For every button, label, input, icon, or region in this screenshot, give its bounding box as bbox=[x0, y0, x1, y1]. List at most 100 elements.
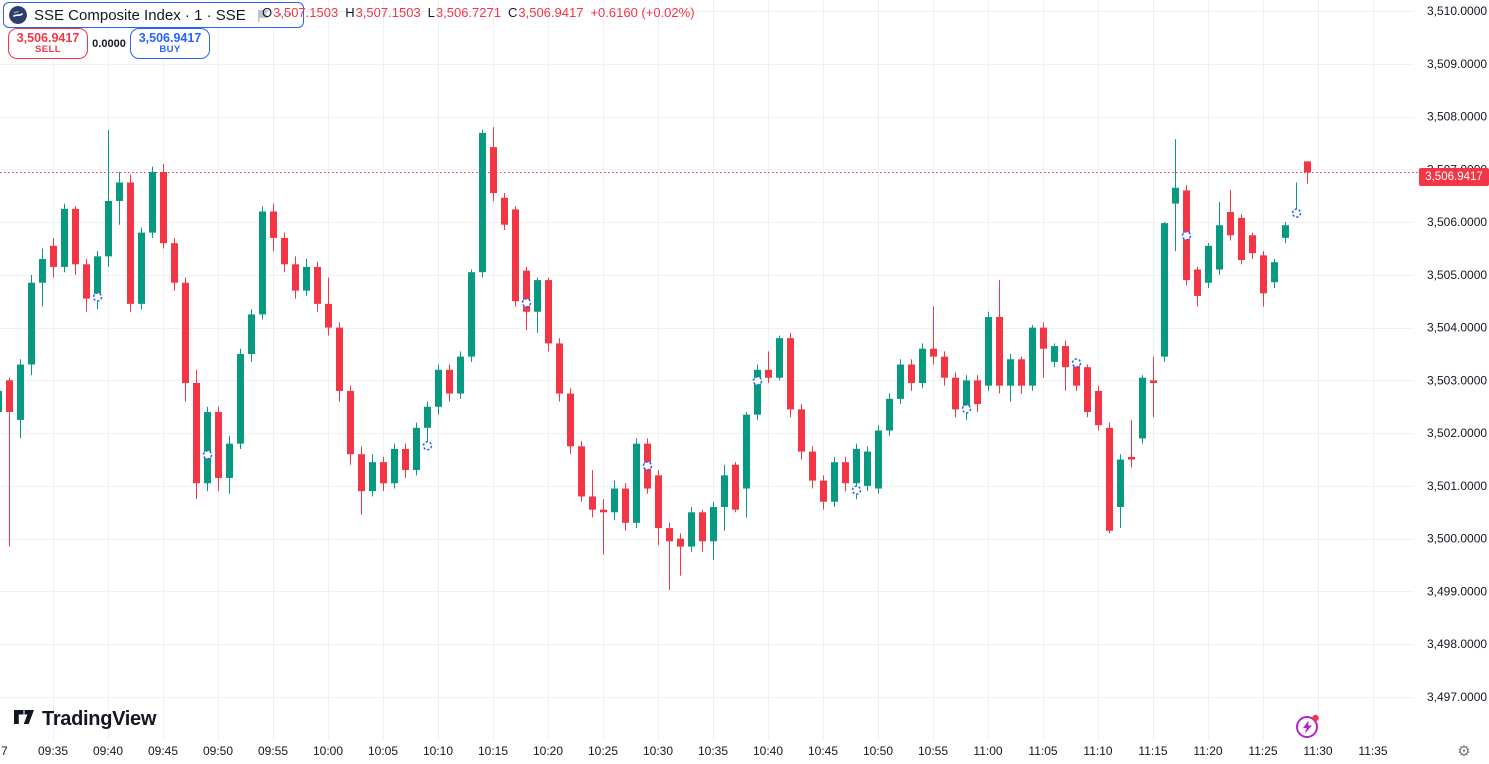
time-axis-label: 10:55 bbox=[918, 744, 948, 758]
time-axis-label: 10:15 bbox=[478, 744, 508, 758]
order-marker-icon[interactable] bbox=[961, 404, 972, 414]
candle-body bbox=[105, 200, 112, 257]
candle-body bbox=[633, 443, 640, 523]
order-marker-icon[interactable] bbox=[521, 298, 532, 308]
candle-body bbox=[94, 256, 101, 299]
candle-body bbox=[754, 369, 761, 415]
candle-body bbox=[886, 398, 893, 431]
sell-button[interactable]: 3,506.9417 SELL bbox=[8, 28, 88, 59]
order-marker-icon[interactable] bbox=[1291, 208, 1302, 218]
time-axis-label: 10:30 bbox=[643, 744, 673, 758]
order-markers-layer bbox=[92, 208, 1302, 495]
candle-body bbox=[1227, 212, 1234, 236]
price-axis[interactable]: 3,510.00003,509.00003,508.00003,507.0000… bbox=[1427, 4, 1487, 704]
candle-body bbox=[193, 383, 200, 484]
candle-body bbox=[1007, 359, 1014, 386]
low-label: L bbox=[427, 5, 435, 20]
candle-body bbox=[1062, 346, 1069, 368]
candle-body bbox=[270, 211, 277, 238]
buy-button[interactable]: 3,506.9417 BUY bbox=[130, 28, 210, 59]
candle-body bbox=[1040, 327, 1047, 349]
candle-body bbox=[61, 208, 68, 267]
candle-body bbox=[1282, 225, 1289, 238]
close-label: C bbox=[507, 5, 518, 20]
candle-body bbox=[710, 507, 717, 542]
candle-body bbox=[171, 243, 178, 283]
price-axis-label: 3,503.0000 bbox=[1427, 373, 1487, 387]
candle-body bbox=[479, 132, 486, 273]
tradingview-watermark[interactable]: TradingView bbox=[12, 706, 156, 733]
time-axis[interactable]: 7 09:35 09:40 09:45 09:50 09:55 10:00 10:05 10:1… bbox=[1, 744, 1388, 758]
candle-body bbox=[578, 446, 585, 497]
more-options-icon[interactable]: ••• bbox=[278, 10, 294, 19]
time-axis-label: 10:50 bbox=[863, 744, 893, 758]
order-marker-icon[interactable] bbox=[422, 441, 433, 451]
candle-body bbox=[699, 512, 706, 542]
candle-body bbox=[1117, 459, 1124, 508]
time-axis-label: 09:50 bbox=[203, 744, 233, 758]
candle-body bbox=[391, 448, 398, 484]
order-marker-icon[interactable] bbox=[202, 450, 213, 460]
candle-body bbox=[0, 390, 2, 413]
price-axis-label: 3,502.0000 bbox=[1427, 426, 1487, 440]
tradingview-logo-icon bbox=[12, 706, 36, 733]
candle-body bbox=[897, 364, 904, 399]
price-axis-label: 3,504.0000 bbox=[1427, 321, 1487, 335]
candle-body bbox=[1106, 427, 1113, 531]
order-marker-icon[interactable] bbox=[851, 485, 862, 495]
price-axis-label: 3,499.0000 bbox=[1427, 584, 1487, 598]
time-axis-label: 09:55 bbox=[258, 744, 288, 758]
candle-body bbox=[413, 427, 420, 471]
candle-body bbox=[303, 266, 310, 291]
candle-body bbox=[963, 380, 970, 410]
candle-body bbox=[446, 369, 453, 394]
candle-body bbox=[292, 264, 299, 291]
candle-body bbox=[369, 462, 376, 492]
candle-body bbox=[424, 406, 431, 428]
candle-body bbox=[259, 211, 266, 315]
candle-body bbox=[952, 377, 959, 410]
candle-body bbox=[666, 528, 673, 542]
candle-body bbox=[138, 232, 145, 304]
candle-body bbox=[1051, 346, 1058, 362]
time-axis-label: 10:45 bbox=[808, 744, 838, 758]
candle-body bbox=[435, 369, 442, 407]
time-axis-label: 11:30 bbox=[1303, 744, 1332, 758]
candle-body bbox=[1194, 269, 1201, 296]
candle-body bbox=[1139, 377, 1146, 439]
time-axis-label: 09:40 bbox=[93, 744, 123, 758]
time-axis-label: 10:10 bbox=[423, 744, 453, 758]
candle-body bbox=[974, 380, 981, 405]
order-marker-icon[interactable] bbox=[92, 292, 103, 302]
sell-label: SELL bbox=[35, 44, 61, 56]
time-axis-label: 11:00 bbox=[973, 744, 1002, 758]
gear-icon[interactable]: ⚙ bbox=[1457, 742, 1471, 760]
candle-body bbox=[325, 303, 332, 328]
candle-body bbox=[787, 338, 794, 410]
flag-icon[interactable] bbox=[257, 9, 270, 22]
candle-body bbox=[985, 317, 992, 386]
candle-body bbox=[1216, 225, 1223, 270]
candle-body bbox=[743, 414, 750, 489]
price-axis-label: 3,510.0000 bbox=[1427, 4, 1487, 18]
order-marker-icon[interactable] bbox=[752, 376, 763, 386]
time-axis-label: 09:35 bbox=[38, 744, 68, 758]
symbol-legend-pill[interactable]: SSE Composite Index · 1 · SSE ••• bbox=[3, 2, 305, 28]
time-axis-label: 11:05 bbox=[1028, 744, 1057, 758]
order-marker-icon[interactable] bbox=[1181, 231, 1192, 241]
order-marker-icon[interactable] bbox=[1071, 358, 1082, 368]
candle-body bbox=[1018, 359, 1025, 386]
candle-body bbox=[149, 171, 156, 233]
price-axis-label: 3,497.0000 bbox=[1427, 690, 1487, 704]
events-lightning-icon[interactable] bbox=[1294, 712, 1322, 740]
candle-body bbox=[1271, 262, 1278, 283]
trade-panel: 3,506.9417 SELL 0.0000 3,506.9417 BUY bbox=[8, 28, 210, 59]
candle-body bbox=[1084, 367, 1091, 413]
candle-body bbox=[545, 280, 552, 344]
order-marker-icon[interactable] bbox=[642, 461, 653, 471]
time-axis-label: 10:40 bbox=[753, 744, 783, 758]
price-axis-label: 3,509.0000 bbox=[1427, 57, 1487, 71]
candle-body bbox=[39, 259, 46, 283]
